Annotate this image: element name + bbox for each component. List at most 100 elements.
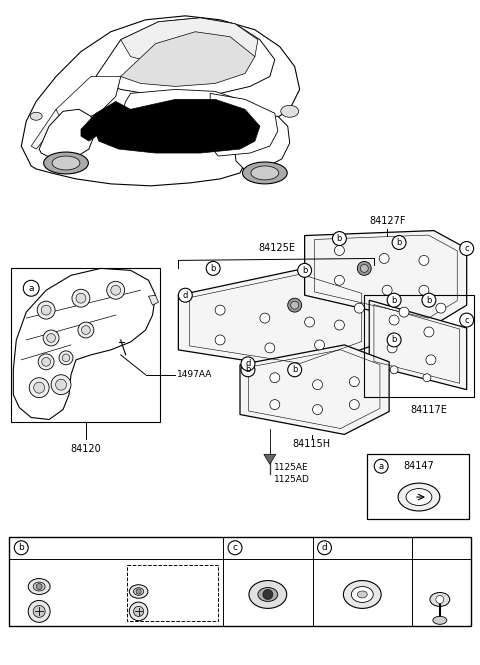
Circle shape [133,606,144,616]
Text: 10469: 10469 [257,543,288,553]
Circle shape [14,541,28,555]
Polygon shape [120,18,258,66]
Text: b: b [302,266,307,275]
Polygon shape [81,101,131,141]
Text: 84120: 84120 [71,444,101,454]
Text: a: a [28,284,34,293]
Ellipse shape [33,582,45,591]
Polygon shape [235,116,290,169]
Text: b: b [337,234,342,243]
Circle shape [62,354,70,362]
Circle shape [436,595,444,603]
Circle shape [228,541,242,555]
Text: 1125AE: 1125AE [274,463,309,471]
Circle shape [33,605,45,617]
Text: d: d [245,359,251,368]
Ellipse shape [398,483,440,511]
Circle shape [28,600,50,622]
Text: b: b [245,365,251,374]
Circle shape [288,363,301,377]
Circle shape [59,351,73,365]
Circle shape [260,313,270,323]
Circle shape [263,589,273,599]
Ellipse shape [281,105,299,117]
Text: 86825C: 86825C [424,572,459,581]
Circle shape [360,265,368,273]
Text: (-170914): (-170914) [131,569,172,578]
Text: 84117E: 84117E [410,404,447,414]
Text: 1330AA: 1330AA [345,543,383,553]
Circle shape [298,263,312,277]
Circle shape [387,333,401,347]
Circle shape [78,322,94,338]
Circle shape [56,379,67,390]
Circle shape [215,335,225,345]
Circle shape [29,378,49,398]
Circle shape [72,289,90,307]
Ellipse shape [242,162,287,184]
Circle shape [390,366,398,374]
Circle shape [179,288,192,302]
Polygon shape [120,89,250,143]
Circle shape [37,301,55,319]
Ellipse shape [351,587,373,602]
Circle shape [265,343,275,353]
Circle shape [47,334,56,342]
Circle shape [76,293,86,303]
Polygon shape [240,345,389,434]
Circle shape [424,327,434,337]
Polygon shape [148,295,158,305]
Circle shape [312,380,323,390]
Circle shape [36,584,42,589]
Bar [9,537,471,626]
Text: 84125E: 84125E [258,243,295,253]
Ellipse shape [44,152,88,174]
Circle shape [354,303,364,313]
Circle shape [374,460,388,473]
Circle shape [349,400,360,410]
Ellipse shape [357,591,367,598]
Circle shape [270,373,280,383]
Circle shape [379,253,389,263]
Circle shape [423,374,431,382]
Circle shape [41,305,51,315]
Text: —84219E: —84219E [154,607,197,616]
Circle shape [82,326,90,334]
Circle shape [318,541,332,555]
Circle shape [335,245,344,255]
Bar [12,269,160,422]
Text: a: a [379,462,384,471]
Bar [364,295,474,396]
Circle shape [349,377,360,386]
Text: b: b [391,335,397,344]
Text: c: c [464,316,469,325]
Text: b: b [18,543,24,552]
Circle shape [312,404,323,414]
Circle shape [399,307,409,317]
Text: 1497AA: 1497AA [178,370,213,379]
Polygon shape [120,32,255,86]
Polygon shape [56,76,120,121]
Circle shape [43,330,59,346]
Text: b: b [292,365,298,374]
Polygon shape [31,76,120,149]
Circle shape [382,285,392,295]
Circle shape [333,231,347,245]
Text: 1125AD: 1125AD [274,475,310,483]
Circle shape [436,303,446,313]
Circle shape [305,317,314,327]
Circle shape [241,363,255,377]
Circle shape [42,358,50,366]
Text: d: d [322,543,327,552]
Polygon shape [96,99,260,153]
Ellipse shape [52,156,80,170]
Text: c: c [464,244,469,253]
Ellipse shape [129,585,148,598]
Text: 84147: 84147 [404,462,434,471]
Ellipse shape [251,166,279,180]
Circle shape [136,589,141,594]
Polygon shape [179,269,374,370]
Text: —84220U: —84220U [154,587,197,596]
Circle shape [387,343,397,353]
Circle shape [270,400,280,410]
